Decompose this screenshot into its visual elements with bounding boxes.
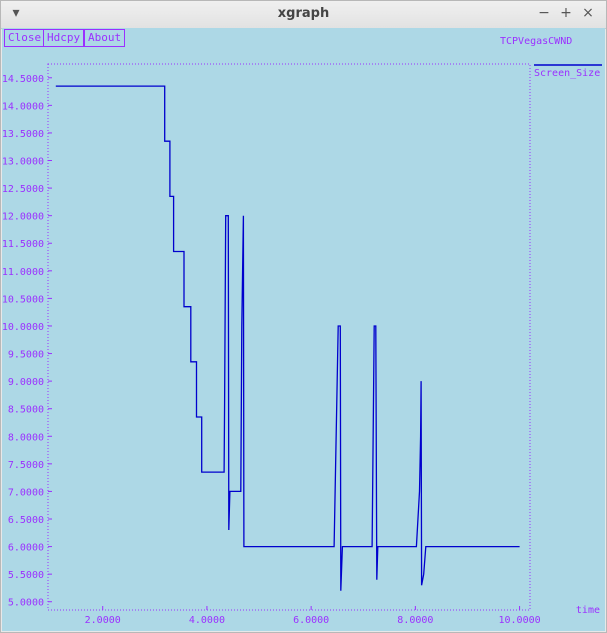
about-button[interactable]: About — [84, 29, 126, 47]
y-tick-label: 7.0000 — [8, 487, 44, 498]
plot-frame — [47, 63, 531, 611]
y-tick-label: 7.5000 — [8, 460, 44, 471]
legend-label: Screen_Size — [534, 68, 600, 79]
y-tick-label: 8.5000 — [8, 405, 44, 416]
close-button[interactable]: Close — [4, 29, 46, 47]
hdcpy-button[interactable]: Hdcpy — [43, 29, 85, 47]
y-tick-label: 10.0000 — [2, 322, 44, 333]
x-axis-label: time — [576, 605, 600, 616]
y-tick-label: 14.5000 — [2, 74, 44, 85]
window-menu-icon[interactable]: ▾ — [12, 5, 20, 21]
series-layer — [55, 85, 520, 591]
graph-area: Close Hdcpy About TCPVegasCWND 5.0000 5.5… — [2, 28, 605, 631]
y-tick-label: 6.5000 — [8, 515, 44, 526]
y-tick-label: 13.5000 — [2, 129, 44, 140]
y-tick-label: 11.0000 — [2, 267, 44, 278]
y-tick-label: 8.0000 — [8, 432, 44, 443]
x-tick-label: 2.0000 — [85, 615, 121, 626]
x-axis-ticks: 2.0000 4.0000 6.0000 8.0000 10.0000 — [85, 606, 541, 626]
line-chart: 5.0000 5.5000 6.0000 6.5000 7.0000 7.5000 8.00… — [2, 63, 602, 626]
chart-title: TCPVegasCWND — [500, 36, 573, 47]
x-tick-label: 6.0000 — [293, 615, 329, 626]
y-tick-label: 11.5000 — [2, 239, 44, 250]
maximize-icon[interactable]: + — [560, 5, 572, 21]
y-tick-label: 14.0000 — [2, 101, 44, 112]
y-tick-label: 12.5000 — [2, 184, 44, 195]
x-tick-label: 8.0000 — [397, 615, 433, 626]
y-tick-label: 9.5000 — [8, 350, 44, 361]
close-window-icon[interactable]: × — [582, 5, 594, 21]
title-bar: ▾ xgraph − + × — [1, 1, 606, 29]
x-tick-label: 10.0000 — [499, 615, 541, 626]
y-tick-label: 5.0000 — [8, 598, 44, 609]
y-tick-label: 12.0000 — [2, 212, 44, 223]
window-title: xgraph — [277, 6, 330, 21]
y-tick-label: 5.5000 — [8, 570, 44, 581]
y-tick-label: 10.5000 — [2, 294, 44, 305]
series-line-screen_size — [55, 85, 520, 591]
y-tick-label: 9.0000 — [8, 377, 44, 388]
minimize-icon[interactable]: − — [538, 5, 550, 21]
x-tick-label: 4.0000 — [189, 615, 225, 626]
y-tick-label: 13.0000 — [2, 157, 44, 168]
y-tick-label: 6.0000 — [8, 543, 44, 554]
y-axis-ticks: 5.0000 5.5000 6.0000 6.5000 7.0000 7.5000 8.00… — [2, 74, 52, 609]
